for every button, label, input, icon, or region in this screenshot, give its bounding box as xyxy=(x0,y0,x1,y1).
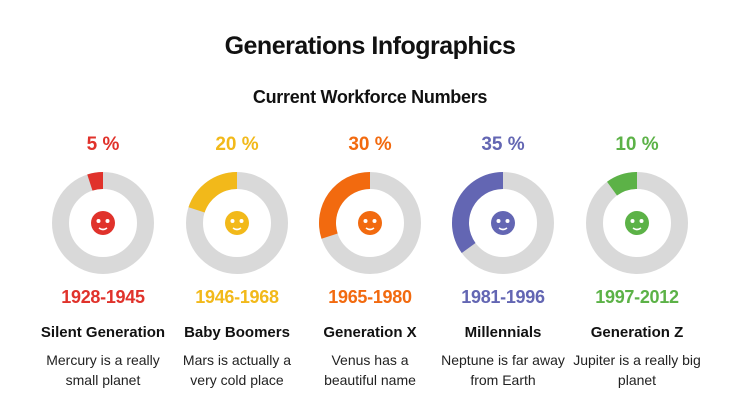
icon-eye xyxy=(630,219,635,223)
generation-column: 5 % 1928-1945 Silent Generation Mercury is … xyxy=(36,130,170,410)
icon-head xyxy=(91,211,115,235)
years: 1981-1996 xyxy=(461,287,545,307)
icon-head xyxy=(225,211,249,235)
donut-segment xyxy=(607,172,637,196)
icon xyxy=(491,211,515,235)
icon-mouth xyxy=(365,227,375,231)
icon-head xyxy=(358,211,382,235)
icon xyxy=(225,211,249,235)
generation-name: Silent Generation xyxy=(40,324,166,341)
years: 1965-1980 xyxy=(328,287,412,307)
icon-eye xyxy=(363,219,368,223)
icon xyxy=(358,211,382,235)
generation-name: Baby Boomers xyxy=(184,324,290,341)
icon-eye xyxy=(105,219,110,223)
percent-label: 30 % xyxy=(348,134,392,155)
title: Generations Infographics xyxy=(224,32,516,60)
icon-eye xyxy=(96,219,101,223)
generation-column: 20 % 1946-1968 Baby Boomers Mars is actuall… xyxy=(170,130,304,410)
donut-chart xyxy=(186,172,288,274)
years: 1997-2012 xyxy=(595,287,679,307)
donut-segment xyxy=(188,172,237,213)
description: Jupiter is a really big planet xyxy=(573,352,701,388)
donut-chart xyxy=(451,172,554,274)
generation-column: 35 % 1981-1996 Millennials Neptune is far a… xyxy=(436,130,570,410)
donut-segment xyxy=(451,172,503,253)
description: Mercury is a really small planet xyxy=(46,352,160,388)
icon-mouth xyxy=(498,227,508,231)
donut-segment xyxy=(319,172,370,239)
icon-mouth xyxy=(98,227,108,231)
icon-eye xyxy=(230,219,235,223)
subtitle: Current Workforce Numbers xyxy=(252,87,488,107)
icon-eye xyxy=(239,219,244,223)
generation-name: Generation X xyxy=(323,324,417,341)
icon-eye xyxy=(372,219,377,223)
percent-label: 20 % xyxy=(215,134,259,155)
icon xyxy=(91,211,115,235)
icon-mouth xyxy=(232,227,242,231)
description: Neptune is far away from Earth xyxy=(441,352,565,388)
donut-chart xyxy=(52,172,154,274)
icon-eye xyxy=(496,219,501,223)
icon-eye xyxy=(639,219,644,223)
icon-head xyxy=(625,211,649,235)
generation-column: 30 % 1965-1980 Generation X Venus has a bea… xyxy=(303,130,437,410)
donut-segment xyxy=(87,172,103,191)
icon-head xyxy=(491,211,515,235)
description: Mars is actually a very cold place xyxy=(182,352,292,388)
icon xyxy=(625,211,649,235)
description: Venus has a beautiful name xyxy=(324,352,416,388)
years: 1946-1968 xyxy=(195,287,279,307)
percent-label: 5 % xyxy=(86,134,120,155)
percent-label: 10 % xyxy=(615,134,659,155)
generation-name: Millennials xyxy=(464,324,542,341)
years: 1928-1945 xyxy=(61,287,145,307)
percent-label: 35 % xyxy=(481,134,525,155)
generation-name: Generation Z xyxy=(590,324,684,341)
icon-mouth xyxy=(632,227,642,231)
icon-eye xyxy=(505,219,510,223)
donut-chart xyxy=(319,172,421,274)
donut-chart xyxy=(586,172,688,274)
generation-column: 10 % 1997-2012 Generation Z Jupiter is a re… xyxy=(570,130,704,410)
